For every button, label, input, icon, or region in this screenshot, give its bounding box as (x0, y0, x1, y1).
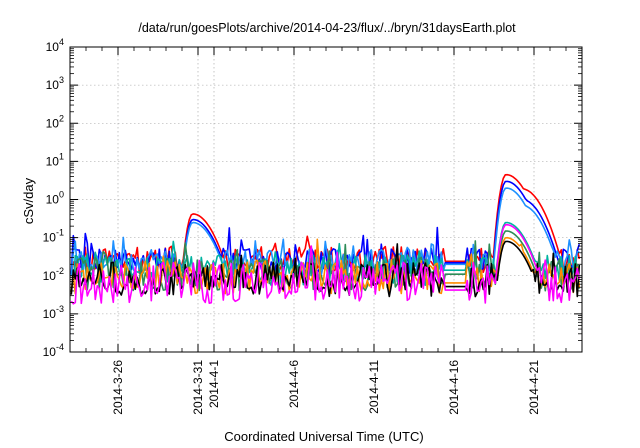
y-tick-label: 10-3 (43, 304, 64, 321)
y-tick-label-base: 10 (46, 154, 60, 168)
chart-title: /data/run/goesPlots/archive/2014-04-23/f… (138, 21, 516, 35)
series-line (70, 223, 581, 305)
y-tick-label-exponent: 4 (59, 37, 64, 47)
y-tick-label-exponent: 2 (59, 113, 64, 123)
y-tick-label-exponent: -1 (56, 228, 64, 238)
x-tick-label: 2014-4-21 (527, 360, 541, 415)
y-tick-label-base: 10 (46, 193, 60, 207)
axis-ticks (69, 46, 583, 353)
x-tick-label: 2014-4-1 (207, 360, 221, 408)
y-tick-label-exponent: -4 (56, 342, 64, 352)
y-tick-label-exponent: 3 (59, 75, 64, 85)
x-tick-label: 2014-4-6 (287, 360, 301, 408)
y-axis-label: cSv/day (21, 177, 36, 224)
y-tick-label-base: 10 (43, 231, 57, 245)
y-tick-label: 10-4 (43, 342, 64, 359)
y-tick-label-base: 10 (46, 40, 60, 54)
x-tick-label: 2014-3-31 (191, 360, 205, 415)
y-tick-label: 10-1 (43, 228, 64, 245)
y-tick-label: 102 (46, 113, 64, 130)
y-tick-label-exponent: 0 (59, 190, 64, 200)
y-tick-label-base: 10 (43, 269, 57, 283)
y-tick-label-exponent: -2 (56, 266, 64, 276)
y-tick-label: 101 (46, 151, 64, 168)
y-tick-label: 103 (46, 75, 64, 92)
x-tick-label: 2014-4-16 (447, 360, 461, 415)
x-tick-labels: 2014-3-26 2014-3-31 2014-4-1 2014-4-6 2014-4… (111, 360, 541, 415)
x-tick-label: 2014-3-26 (111, 360, 125, 415)
y-tick-label: 100 (46, 190, 64, 207)
y-tick-label-base: 10 (43, 307, 57, 321)
y-tick-label-exponent: -3 (56, 304, 64, 314)
x-tick-label: 2014-4-11 (367, 360, 381, 414)
x-axis-label: Coordinated Universal Time (UTC) (224, 429, 423, 444)
y-tick-label-base: 10 (46, 78, 60, 92)
y-tick-label-base: 10 (46, 116, 60, 130)
y-tick-label-base: 10 (43, 345, 57, 359)
series-line (70, 187, 580, 277)
series-layer (70, 173, 581, 305)
y-tick-label: 104 (46, 37, 64, 54)
y-tick-label: 10-2 (43, 266, 64, 283)
series-line (70, 236, 581, 295)
y-tick-label-exponent: 1 (59, 151, 64, 161)
